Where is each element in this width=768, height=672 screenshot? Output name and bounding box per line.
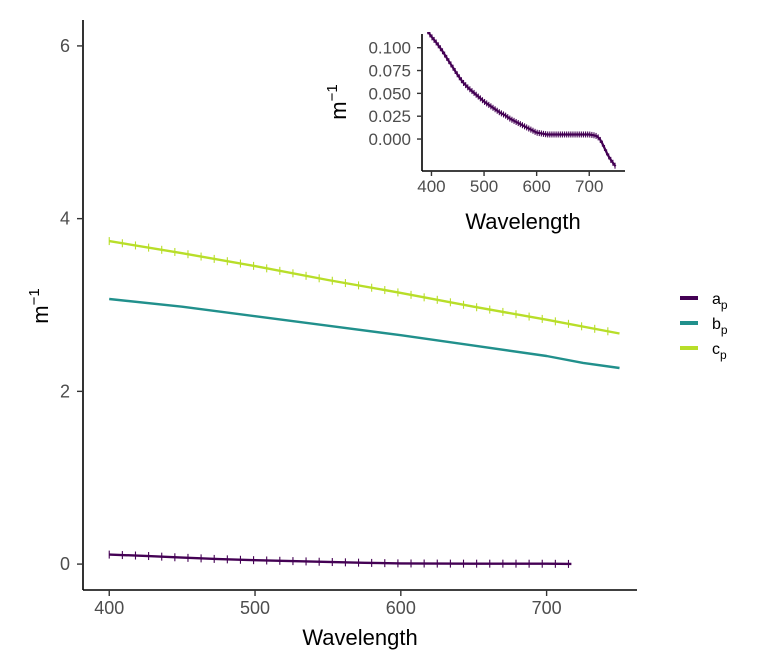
inset-y-tick-label: 0.025: [368, 107, 411, 126]
legend-label-cp: cp: [712, 341, 727, 362]
main-x-tick-label: 400: [94, 598, 124, 618]
main-y-tick-label: 2: [60, 381, 70, 401]
main-x-tick-label: 600: [386, 598, 416, 618]
legend: ap bp cp: [680, 291, 728, 362]
legend-item-ap: ap: [680, 291, 728, 312]
main-cp-line: [109, 239, 620, 335]
inset-x-tick-label: 400: [417, 177, 445, 196]
main-y-ticks: 0 2 4 6: [60, 36, 83, 574]
legend-label-bp: bp: [712, 316, 728, 337]
inset-y-axis-title: m−1: [324, 84, 351, 119]
main-y-tick-label: 4: [60, 209, 70, 229]
main-x-axis-title: Wavelength: [302, 625, 417, 650]
inset-ap-line: [426, 32, 617, 168]
main-bp-line: [109, 297, 620, 370]
legend-label-ap: ap: [712, 291, 728, 312]
main-y-axis-title-base: m: [28, 305, 53, 323]
inset-y-tick-label: 0.075: [368, 62, 411, 81]
main-plot-area: [108, 237, 620, 568]
inset-background: [415, 30, 630, 170]
inset-x-ticks: 400 500 600 700: [417, 171, 603, 196]
inset-y-tick-label: 0.100: [368, 39, 411, 58]
main-y-tick-label: 6: [60, 36, 70, 56]
main-y-axis-title-exponent: −1: [26, 288, 43, 305]
inset-y-axis-title-base: m: [326, 101, 351, 119]
main-series-group: [108, 237, 620, 568]
inset-y-tick-label: 0.050: [368, 84, 411, 103]
inset-y-axis-title-exponent: −1: [324, 84, 341, 101]
inset-chart: 400 500 600 700 0.000 0.025 0.050 0.075 0.100 W…: [324, 30, 630, 234]
main-y-axis-title: m−1: [26, 288, 53, 323]
inset-x-tick-label: 500: [470, 177, 498, 196]
main-ap-line: [109, 553, 572, 566]
inset-x-tick-label: 600: [522, 177, 550, 196]
main-x-tick-label: 500: [240, 598, 270, 618]
legend-item-cp: cp: [680, 341, 727, 362]
main-y-tick-label: 0: [60, 554, 70, 574]
inset-y-tick-label: 0.000: [368, 130, 411, 149]
inset-x-axis-title: Wavelength: [465, 209, 580, 234]
inset-plot-area: [426, 32, 617, 169]
inset-y-ticks: 0.000 0.025 0.050 0.075 0.100: [368, 39, 422, 149]
main-x-tick-label: 700: [532, 598, 562, 618]
inset-series-group: [426, 32, 617, 169]
legend-item-bp: bp: [680, 316, 728, 337]
inset-x-tick-label: 700: [575, 177, 603, 196]
main-x-ticks: 400 500 600 700: [94, 590, 562, 618]
